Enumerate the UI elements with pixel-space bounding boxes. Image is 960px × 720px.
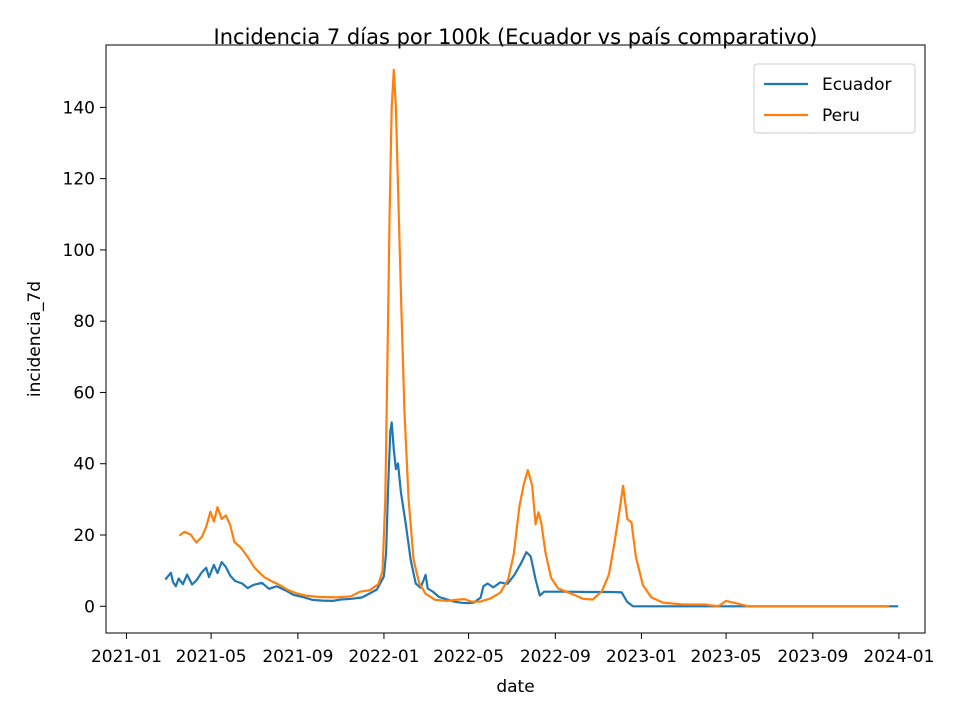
y-tick-label: 20: [73, 526, 95, 546]
x-tick-label: 2022-01: [348, 647, 419, 667]
y-tick-label: 100: [63, 241, 95, 261]
x-tick-label: 2021-01: [91, 647, 162, 667]
y-tick-label: 120: [63, 170, 95, 190]
plot-area-frame: [105, 44, 926, 634]
x-tick-label: 2022-05: [433, 647, 504, 667]
x-tick-label: 2024-01: [863, 647, 934, 667]
x-tick-label: 2021-09: [262, 647, 333, 667]
x-axis: 2021-01 2021-05 2021-09 2022-01 2022-05 2022-…: [91, 633, 934, 667]
y-axis-label: incidencia_7d: [25, 281, 45, 397]
y-tick-label: 40: [73, 455, 95, 475]
y-tick-label: 80: [73, 312, 95, 332]
x-tick-label: 2022-09: [520, 647, 591, 667]
x-tick-label: 2023-09: [777, 647, 848, 667]
x-tick-label: 2023-01: [606, 647, 677, 667]
series-line-peru: [178, 68, 889, 608]
series-line-ecuador: [164, 421, 899, 608]
y-tick-label: 0: [84, 597, 95, 617]
x-tick-label: 2021-05: [176, 647, 247, 667]
x-tick-label: 2023-05: [691, 647, 762, 667]
legend-label-ecuador: Ecuador: [822, 75, 891, 95]
y-axis: 0 20 40 60 80 100 120 140: [63, 98, 106, 617]
x-axis-label: date: [496, 677, 534, 697]
y-tick-label: 60: [73, 383, 95, 403]
series-lines: [164, 68, 899, 608]
y-tick-label: 140: [63, 98, 95, 118]
legend-label-peru: Peru: [822, 106, 860, 126]
legend: Ecuador Peru: [753, 63, 916, 134]
